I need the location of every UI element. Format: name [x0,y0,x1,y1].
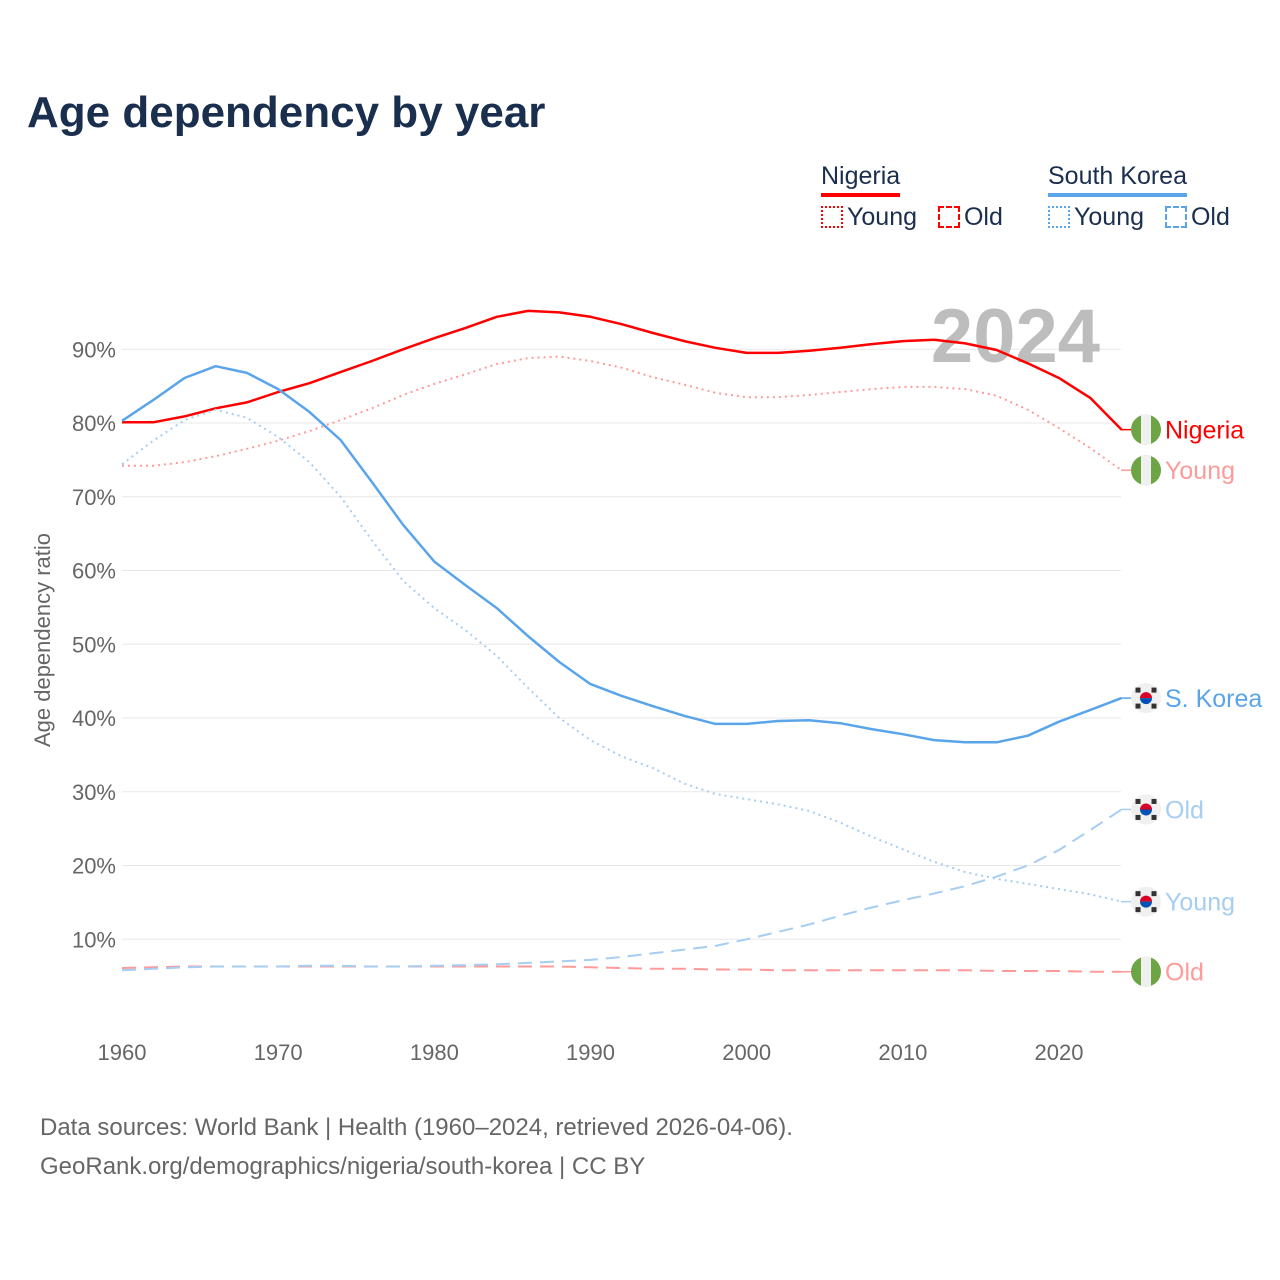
nigeria-flag-stripe [1141,414,1151,445]
flag-trigram [1135,703,1141,709]
x-tick-label: 1990 [566,1040,615,1065]
y-tick-label: 50% [72,632,116,657]
y-tick-label: 20% [72,854,116,879]
series-line-nigeria [122,309,1123,431]
x-tick-label: 1970 [254,1040,303,1065]
chart-title: Age dependency by year [27,88,546,137]
flag-trigram [1135,891,1141,897]
flag-trigram [1135,687,1141,693]
legend-swatch-dotted [1048,206,1070,228]
flag-trigram [1135,814,1141,820]
flag-trigram [1151,891,1157,897]
legend-item-old: Old [963,203,1003,231]
legend-group-nigeria: Nigeria Young Old [821,162,1003,232]
y-axis-label: Age dependency ratio [30,533,55,747]
end-label: Old [1165,959,1204,987]
flag-taeguk-blue [1140,809,1152,816]
flag-taeguk-blue [1140,698,1152,705]
source-note: Data sources: World Bank | Health (1960–… [40,1108,793,1186]
series-line-south-korea [121,364,1122,744]
legend-swatch-dotted [821,206,843,228]
flag-taeguk-blue [1140,901,1152,908]
x-tick-label: 2010 [878,1040,927,1065]
source-line-2: GeoRank.org/demographics/nigeria/south-k… [40,1153,646,1180]
flag-trigram [1135,907,1141,913]
end-label: Old [1165,796,1204,824]
legend-title-south-korea: South Korea [1048,162,1187,197]
x-tick-label: 1980 [410,1040,459,1065]
flag-taeguk-red [1140,803,1152,810]
legend-swatch-dashed [1164,206,1187,228]
y-tick-label: 90% [72,337,116,362]
flag-trigram [1151,814,1157,820]
y-tick-label: 40% [72,706,116,731]
flag-trigram [1151,687,1157,693]
flag-trigram [1151,798,1157,804]
x-tick-label: 2020 [1035,1040,1084,1065]
y-tick-label: 60% [72,559,116,584]
end-label: Nigeria [1165,417,1244,445]
series-line-south-korea-young [121,408,1122,903]
end-label: Young [1165,889,1235,917]
source-line-1: Data sources: World Bank | Health (1960–… [40,1114,793,1141]
y-tick-label: 80% [72,411,116,436]
x-tick-label: 1960 [98,1040,147,1065]
legend-title-nigeria: Nigeria [821,162,901,197]
series-line-south-korea-old [121,808,1123,972]
y-tick-label: 10% [72,927,116,952]
end-label: S. Korea [1165,685,1262,713]
y-tick-label: 70% [72,485,116,510]
flag-taeguk-red [1140,692,1152,699]
series-line-nigeria-old [121,965,1122,973]
nigeria-flag-stripe [1141,455,1151,486]
legend-item-young: Young [847,203,917,231]
legend-group-south-korea: South Korea Young Old [1048,162,1230,232]
flag-trigram [1151,703,1157,709]
flag-trigram [1151,907,1157,913]
flag-trigram [1135,798,1141,804]
year-watermark: 2024 [931,294,1100,379]
flag-taeguk-red [1140,895,1152,902]
series-line-nigeria-young [122,355,1123,472]
legend-swatch-dashed [937,206,960,228]
end-label: Young [1165,457,1235,485]
nigeria-flag-stripe [1141,956,1151,987]
legend-item-old: Old [1190,203,1230,231]
x-tick-label: 2000 [722,1040,771,1065]
legend-item-young: Young [1074,203,1144,231]
y-tick-label: 30% [72,780,116,805]
